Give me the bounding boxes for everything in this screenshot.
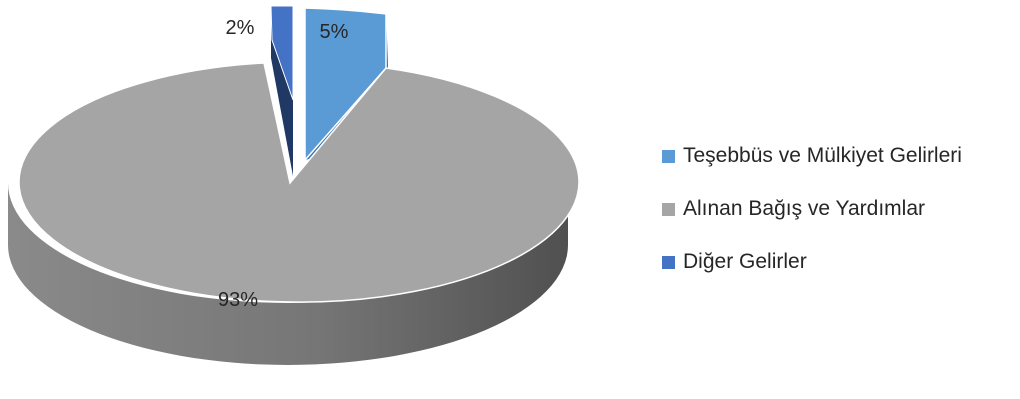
- legend-swatch: [662, 203, 675, 216]
- slice-alinan-bagis: [19, 63, 579, 302]
- legend-label: Alınan Bağış ve Yardımlar: [683, 197, 925, 221]
- legend-label: Teşebbüs ve Mülkiyet Gelirleri: [683, 144, 962, 168]
- pie-tops: [19, 6, 579, 302]
- legend-swatch: [662, 256, 675, 269]
- data-label: 93%: [218, 289, 258, 311]
- data-label: 5%: [320, 21, 349, 43]
- legend-swatch: [662, 150, 675, 163]
- legend-item-diger: Diğer Gelirler: [662, 249, 962, 275]
- legend-item-bagis: Alınan Bağış ve Yardımlar: [662, 196, 962, 222]
- legend: Teşebbüs ve Mülkiyet Gelirleri Alınan Ba…: [662, 143, 962, 302]
- legend-label: Diğer Gelirler: [683, 250, 807, 274]
- data-label: 2%: [226, 17, 255, 39]
- legend-item-teşebbüs: Teşebbüs ve Mülkiyet Gelirleri: [662, 143, 962, 169]
